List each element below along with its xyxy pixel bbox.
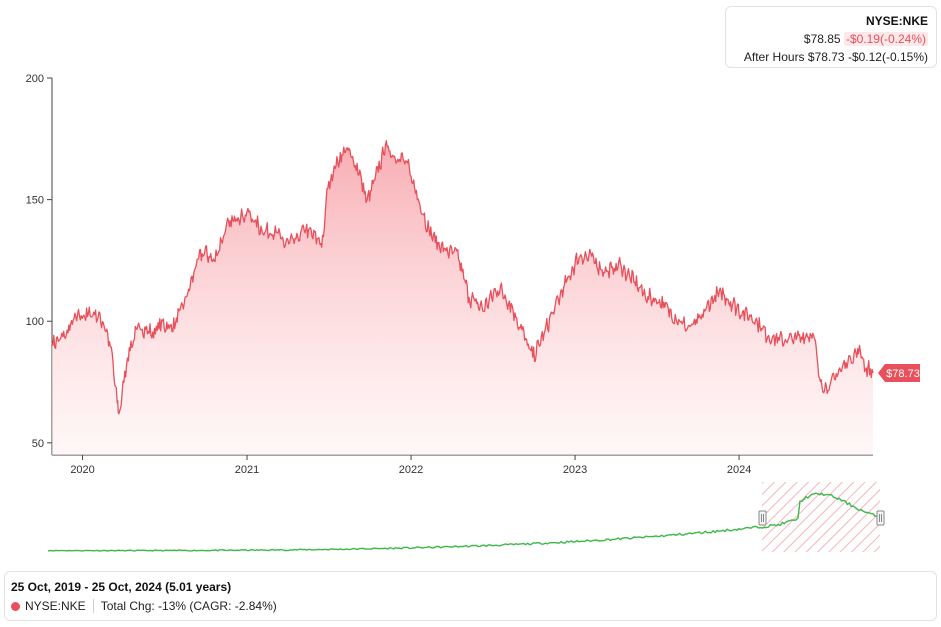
y-tick-label: 200	[26, 73, 44, 85]
x-tick-label: 2024	[727, 464, 751, 476]
last-price-label: $78.73	[886, 368, 920, 380]
plot-area[interactable]	[51, 140, 874, 456]
price-chart[interactable]: 50 100 150 200 2020 2021 2022 2023 2024 $78.73	[0, 0, 941, 570]
total-change: Total Chg: -13% (CAGR: -2.84%)	[100, 599, 277, 613]
quote-price: $78.85	[803, 32, 841, 46]
quote-box: NYSE:NKE $78.85 -$0.19(-0.24%) After Hou…	[725, 6, 937, 68]
y-tick-label: 50	[32, 438, 44, 450]
after-hours-price: $78.73	[807, 50, 845, 64]
quote-ticker: NYSE:NKE	[865, 14, 928, 28]
separator	[92, 599, 94, 613]
after-hours-change: -$0.12(-0.15%)	[847, 50, 928, 64]
y-axis: 50 100 150 200	[26, 73, 53, 455]
date-range: 25 Oct, 2019 - 25 Oct, 2024 (5.01 years)	[11, 580, 232, 594]
x-tick-label: 2022	[399, 464, 423, 476]
after-hours-label: After Hours	[743, 50, 805, 64]
last-price-marker: $78.73	[878, 363, 920, 382]
x-tick-label: 2023	[563, 464, 587, 476]
x-axis: 2020 2021 2022 2023 2024	[52, 454, 873, 476]
summary-box: 25 Oct, 2019 - 25 Oct, 2024 (5.01 years)…	[4, 571, 937, 621]
series-line-nyse-nke[interactable]	[51, 140, 874, 415]
x-tick-label: 2021	[235, 464, 259, 476]
quote-change: -$0.19(-0.24%)	[843, 32, 928, 46]
series-area-fill	[52, 140, 873, 456]
navigator-selection[interactable]	[762, 482, 880, 552]
navigator[interactable]	[47, 482, 885, 552]
navigator-handle-right[interactable]	[876, 510, 885, 526]
last-price-badge	[878, 363, 920, 382]
navigator-line	[47, 492, 878, 552]
x-tick-label: 2020	[70, 464, 94, 476]
y-tick-label: 150	[26, 195, 44, 207]
navigator-handle-left[interactable]	[758, 510, 767, 526]
series-color-dot	[11, 601, 20, 611]
series-name[interactable]: NYSE:NKE	[25, 599, 86, 613]
y-tick-label: 100	[26, 316, 44, 328]
